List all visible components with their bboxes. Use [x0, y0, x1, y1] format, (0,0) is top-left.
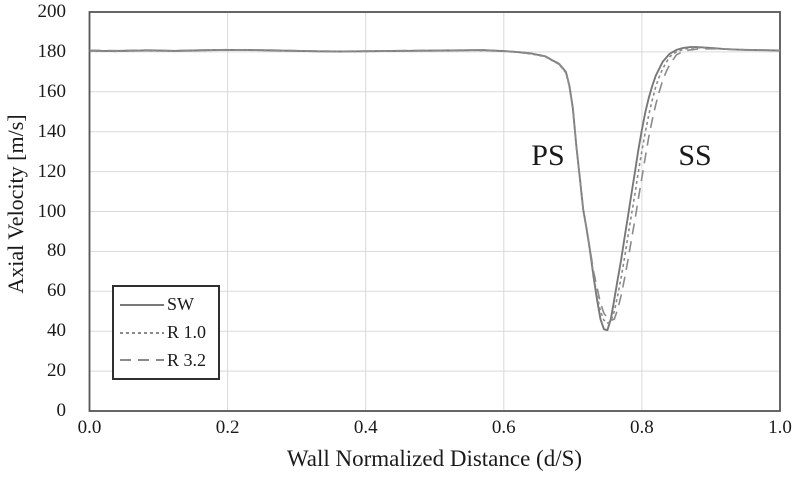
series-line-r-1.0	[89, 46, 781, 324]
x-tick-label: 0.0	[77, 417, 102, 438]
y-tick-label: 20	[47, 360, 66, 382]
series-line-r-3.2	[89, 47, 781, 321]
legend-item-sw: SW	[120, 291, 218, 319]
dotted-line-icon	[120, 331, 164, 334]
y-tick-label: 60	[47, 280, 66, 302]
y-tick-label: 160	[37, 80, 67, 102]
legend-item-r32: R 3.2	[120, 346, 218, 374]
x-tick-label: 0.8	[630, 417, 654, 438]
legend-label-sw: SW	[167, 294, 194, 315]
y-tick-label: 0	[56, 400, 67, 421]
legend-label-r32: R 3.2	[167, 349, 207, 370]
x-tick-label: 1.0	[768, 417, 792, 438]
y-tick-label: 180	[37, 40, 67, 62]
x-tick-label: 0.6	[491, 417, 516, 438]
plot-frame	[88, 11, 781, 412]
x-axis-title: Wall Normalized Distance (d/S)	[286, 446, 583, 471]
annotation-ps: PS	[531, 138, 565, 172]
x-tick-label: 0.2	[215, 417, 240, 438]
legend-item-r10: R 1.0	[120, 319, 218, 347]
y-tick-label: 120	[37, 160, 67, 182]
y-tick-label: 100	[37, 200, 67, 222]
y-tick-label: 80	[47, 240, 66, 262]
legend-label-r10: R 1.0	[167, 322, 207, 342]
dashed-line-icon	[120, 359, 164, 362]
x-tick-label: 0.4	[353, 417, 378, 438]
y-tick-label: 40	[47, 320, 66, 342]
legend-box: SW R 1.0 R 3.2	[112, 285, 220, 380]
y-tick-label: 200	[37, 1, 67, 22]
solid-line-icon	[120, 303, 164, 306]
y-tick-label: 140	[37, 120, 67, 142]
annotation-ss: SS	[678, 138, 712, 172]
